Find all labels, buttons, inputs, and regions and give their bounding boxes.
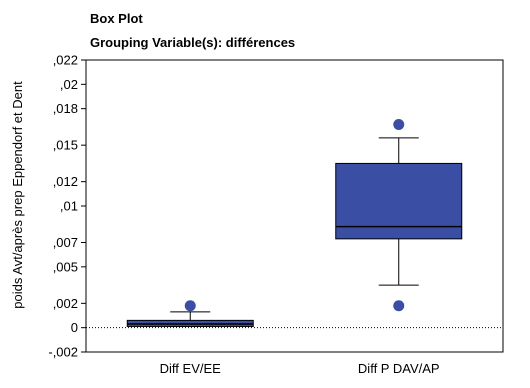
y-tick-label: ,007 xyxy=(53,235,78,250)
y-tick-label: ,015 xyxy=(53,138,78,153)
box-2 xyxy=(335,118,463,312)
y-axis-ticks: ,022 ,02 ,018 ,015 ,012 ,01 ,007 ,005 ,002 0 -,002 xyxy=(48,53,86,360)
y-tick-label: -,002 xyxy=(48,345,78,360)
category-labels: Diff EV/EE Diff P DAV/AP xyxy=(160,361,440,376)
iqr-box xyxy=(335,162,463,240)
chart-title: Box Plot xyxy=(90,11,143,26)
y-tick-label: ,002 xyxy=(53,296,78,311)
y-tick-label: 0 xyxy=(71,320,78,335)
category-label: Diff P DAV/AP xyxy=(358,361,440,376)
y-tick-label: ,022 xyxy=(53,53,78,68)
box-1 xyxy=(126,300,254,327)
boxes xyxy=(126,118,463,327)
y-tick-label: ,01 xyxy=(60,199,78,214)
y-axis-label: poids Avt/après prep Eppendorf et Dent xyxy=(10,81,25,309)
y-tick-label: ,012 xyxy=(53,174,78,189)
chart-subtitle: Grouping Variable(s): différences xyxy=(90,35,295,50)
y-tick-label: ,018 xyxy=(53,101,78,116)
outlier-point xyxy=(184,300,196,312)
category-label: Diff EV/EE xyxy=(160,361,222,376)
y-tick-label: ,02 xyxy=(60,77,78,92)
outlier-point xyxy=(393,118,405,130)
outlier-point xyxy=(393,300,405,312)
y-tick-label: ,005 xyxy=(53,259,78,274)
